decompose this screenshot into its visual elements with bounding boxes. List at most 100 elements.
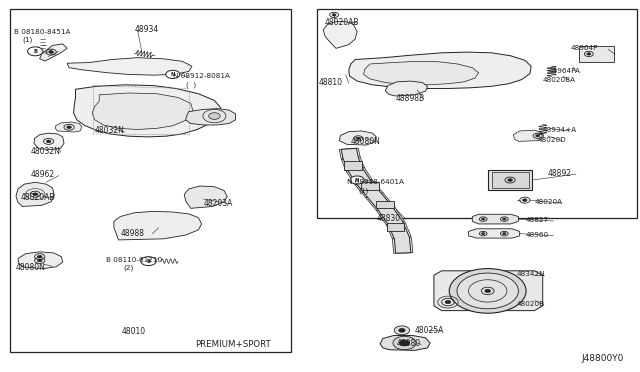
Polygon shape [346, 167, 372, 184]
Text: (1): (1) [22, 36, 33, 43]
Polygon shape [513, 130, 544, 141]
Polygon shape [468, 229, 520, 238]
Bar [387, 223, 404, 231]
Circle shape [449, 269, 526, 313]
Circle shape [508, 179, 513, 182]
Text: B 08180-8451A: B 08180-8451A [14, 29, 70, 35]
Polygon shape [74, 85, 221, 137]
Circle shape [399, 340, 410, 346]
Text: 48080N: 48080N [351, 137, 381, 146]
Text: 48020B: 48020B [517, 301, 545, 307]
Text: (  ): ( ) [186, 81, 196, 88]
Text: 48020AB: 48020AB [325, 18, 360, 27]
Polygon shape [184, 186, 227, 208]
Polygon shape [186, 109, 236, 125]
Circle shape [457, 273, 518, 309]
Text: 48342N: 48342N [517, 271, 546, 277]
Polygon shape [339, 148, 360, 159]
Text: (2): (2) [123, 264, 133, 271]
Polygon shape [34, 133, 64, 150]
Circle shape [481, 232, 485, 235]
Polygon shape [67, 58, 192, 75]
Polygon shape [323, 22, 357, 48]
Text: 48892: 48892 [548, 169, 572, 178]
Circle shape [445, 300, 451, 304]
Bar [361, 182, 379, 190]
Circle shape [522, 199, 527, 202]
Text: 48960: 48960 [526, 232, 549, 238]
Text: 48203A: 48203A [204, 199, 233, 208]
Polygon shape [114, 211, 202, 240]
Text: B: B [33, 49, 37, 54]
Polygon shape [434, 271, 543, 311]
Text: 48032N: 48032N [31, 147, 61, 156]
Text: J48800Y0: J48800Y0 [582, 354, 624, 363]
Text: (1): (1) [358, 187, 369, 194]
Text: 48827: 48827 [526, 217, 549, 223]
Text: 48010: 48010 [122, 327, 146, 336]
Text: 48988: 48988 [120, 229, 145, 238]
Bar [376, 201, 394, 208]
Circle shape [37, 259, 42, 262]
Polygon shape [92, 93, 193, 129]
Text: B: B [147, 259, 150, 264]
Polygon shape [376, 206, 404, 225]
Circle shape [332, 14, 336, 16]
Text: 48032N: 48032N [95, 126, 125, 135]
Bar [492, 172, 529, 188]
Circle shape [399, 328, 405, 332]
Circle shape [33, 193, 38, 196]
Circle shape [481, 218, 485, 220]
Text: 48810: 48810 [319, 78, 343, 87]
Circle shape [67, 126, 72, 129]
Circle shape [49, 51, 54, 54]
Circle shape [587, 53, 591, 55]
Bar [488, 170, 532, 190]
Circle shape [393, 336, 416, 350]
Text: B 08110-61210: B 08110-61210 [106, 257, 162, 263]
Polygon shape [341, 148, 411, 253]
Circle shape [502, 232, 506, 235]
Text: 48025A: 48025A [415, 326, 444, 335]
Polygon shape [56, 122, 82, 132]
Bar [10, 9, 291, 352]
Polygon shape [16, 182, 54, 206]
Text: 48830: 48830 [376, 214, 401, 223]
Text: 48080: 48080 [397, 339, 421, 348]
Text: 48964PA: 48964PA [549, 68, 581, 74]
Text: 48020BA: 48020BA [543, 77, 576, 83]
Text: N 08912-8081A: N 08912-8081A [173, 73, 230, 79]
Polygon shape [339, 131, 376, 145]
Text: 48020A: 48020A [535, 199, 563, 205]
Text: 48020D: 48020D [538, 137, 566, 143]
Polygon shape [341, 157, 365, 170]
Text: N 08918-6401A: N 08918-6401A [347, 179, 404, 185]
Circle shape [28, 47, 43, 56]
Text: N: N [170, 72, 175, 77]
Text: 48934: 48934 [134, 25, 159, 34]
Polygon shape [385, 81, 428, 96]
Polygon shape [364, 61, 479, 85]
Text: 48964P: 48964P [571, 45, 598, 51]
Text: PREMIUM+SPORT: PREMIUM+SPORT [195, 340, 271, 349]
Circle shape [141, 257, 156, 266]
Polygon shape [349, 52, 531, 89]
Bar [344, 161, 362, 170]
Text: 48020AB: 48020AB [21, 193, 56, 202]
Circle shape [46, 140, 51, 143]
Circle shape [356, 137, 360, 140]
Text: N: N [355, 177, 360, 183]
Bar [317, 9, 637, 218]
Polygon shape [380, 336, 430, 350]
Polygon shape [366, 193, 394, 211]
Circle shape [394, 326, 410, 335]
Text: 48934+A: 48934+A [543, 127, 577, 133]
Text: 48898B: 48898B [396, 94, 425, 103]
Text: 48962: 48962 [31, 170, 55, 179]
Polygon shape [392, 238, 413, 253]
Bar [579, 46, 614, 62]
Polygon shape [386, 222, 412, 240]
Circle shape [166, 70, 180, 78]
Circle shape [502, 218, 506, 220]
Circle shape [209, 113, 220, 119]
